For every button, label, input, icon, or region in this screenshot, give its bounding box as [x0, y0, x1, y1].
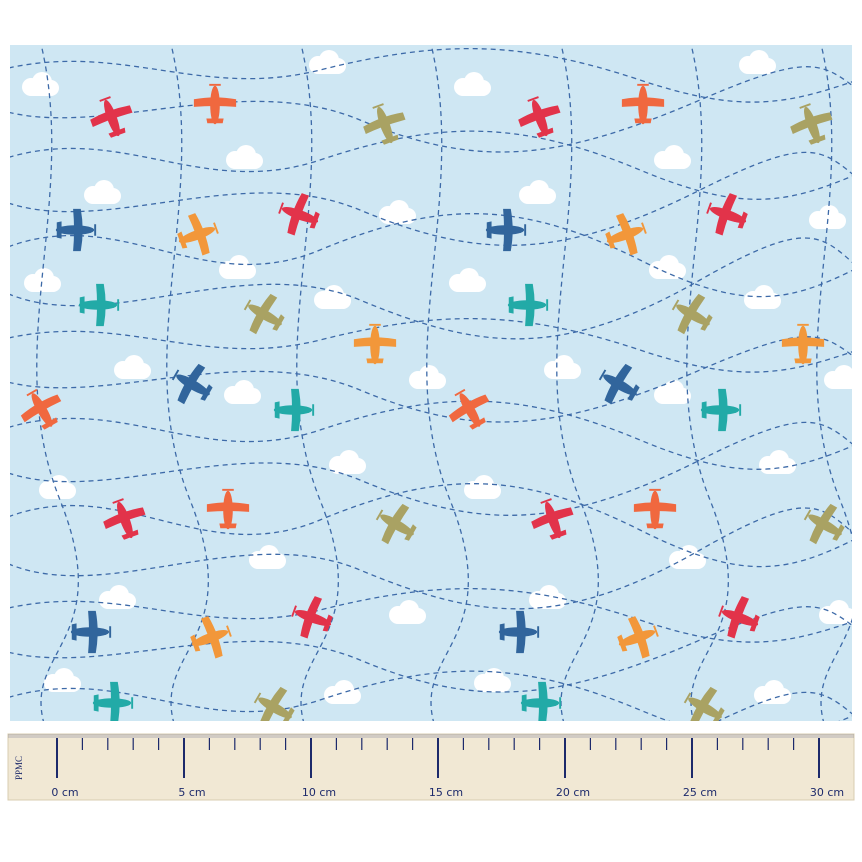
ruler-label: 15 cm [429, 786, 463, 799]
pattern [10, 45, 852, 721]
ruler-label: 10 cm [302, 786, 336, 799]
flight-trail [816, 45, 852, 721]
flight-trail [556, 45, 599, 721]
flight-trail [10, 421, 852, 516]
flight-trail [36, 45, 79, 721]
ruler-label: 5 cm [178, 786, 205, 799]
flight-trail [10, 66, 852, 153]
flight-trail [10, 483, 852, 568]
flight-trail [10, 317, 852, 373]
ruler-body [7, 733, 855, 801]
flight-trail [686, 45, 729, 721]
flight-trail [296, 45, 339, 721]
flight-trail [10, 400, 852, 470]
ruler-brand: PPMC [14, 756, 24, 780]
flight-trail [10, 237, 852, 340]
ruler-edge [8, 734, 854, 738]
ruler-label: 25 cm [683, 786, 717, 799]
flight-trail [166, 45, 209, 721]
flight-trail [10, 130, 852, 200]
flight-trail [10, 507, 852, 610]
flight-trail [10, 213, 852, 298]
flight-trail [10, 606, 852, 693]
flight-trail [10, 587, 852, 643]
ruler: PPMC 0 cm 5 cm 10 cm 15 cm 20 cm 25 cm 30 cm [7, 733, 855, 801]
flight-trail [10, 47, 852, 103]
ruler-label: 0 cm [51, 786, 78, 799]
flight-trail [426, 45, 469, 721]
flight-trail [10, 670, 852, 721]
ruler-label: 20 cm [556, 786, 590, 799]
flight-trail [10, 336, 852, 423]
ruler-label: 30 cm [810, 786, 844, 799]
